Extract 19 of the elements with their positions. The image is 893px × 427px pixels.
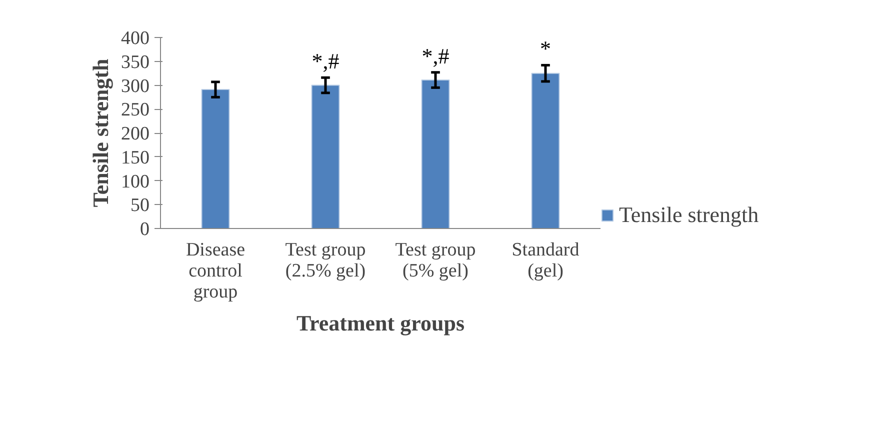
y-tick-label: 300 <box>121 76 150 97</box>
y-tick-label: 150 <box>121 147 150 168</box>
x-axis-title: Treatment groups <box>296 310 465 336</box>
y-tick-label: 400 <box>121 28 150 49</box>
annotation: * <box>540 36 551 62</box>
annotation: *,# <box>312 48 340 74</box>
y-tick-label: 200 <box>121 124 150 144</box>
legend-label: Tensile strength <box>619 202 759 228</box>
y-tick-label: 350 <box>121 52 150 73</box>
x-tick-label: Disease control group <box>186 240 246 302</box>
annotation: *,# <box>422 43 450 68</box>
y-tick-label: 100 <box>121 171 150 192</box>
y-tick-label: 50 <box>130 195 150 216</box>
y-tick-label: 0 <box>140 219 150 240</box>
x-tick-label: Standard (gel) <box>512 240 580 282</box>
x-tick-label: Test group (5% gel) <box>395 240 476 282</box>
y-axis-title: Tensile strength <box>88 58 113 208</box>
y-tick-label: 250 <box>121 100 150 121</box>
x-tick-label: Test group (2.5% gel) <box>285 240 366 282</box>
